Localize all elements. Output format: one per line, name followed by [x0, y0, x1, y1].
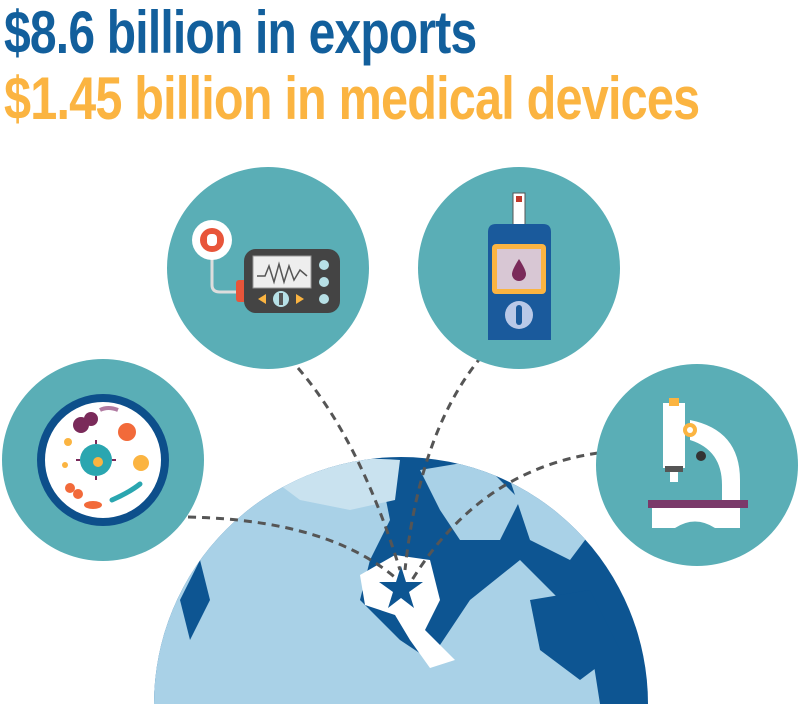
medical-devices-headline: $1.45 billion in medical devices: [4, 65, 700, 132]
glucose-meter-icon: [418, 167, 620, 369]
microscope-icon: [596, 364, 798, 566]
insulin-pump-icon: [167, 167, 369, 369]
exports-headline: $8.6 billion in exports: [4, 0, 477, 66]
globe-icon: [154, 457, 648, 704]
microbes-petri-dish-icon: [2, 359, 204, 561]
connector-lines: [187, 355, 599, 582]
star-icon: [379, 566, 423, 608]
